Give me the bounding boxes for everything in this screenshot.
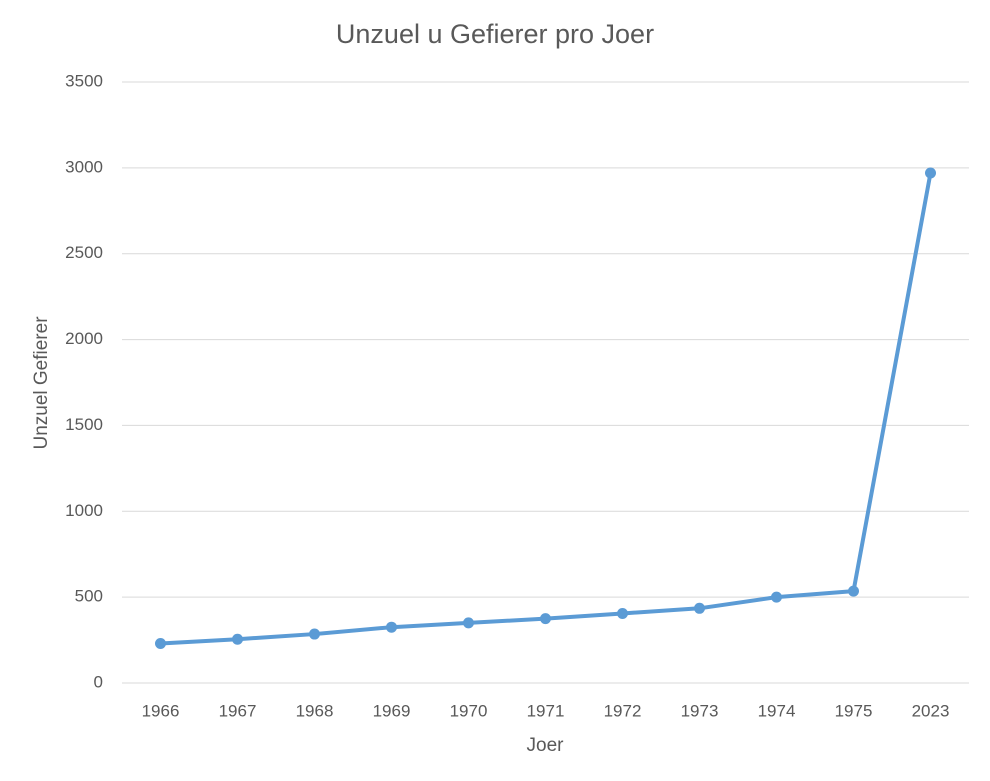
data-point bbox=[617, 607, 628, 619]
x-tick-label: 1971 bbox=[527, 701, 565, 720]
data-point bbox=[386, 621, 397, 633]
x-tick-label: 1969 bbox=[373, 701, 411, 720]
x-tick-label: 1973 bbox=[681, 701, 719, 720]
data-point bbox=[540, 613, 551, 625]
y-tick-label: 0 bbox=[94, 672, 103, 691]
y-tick-label: 1500 bbox=[65, 415, 103, 434]
y-tick-label: 1000 bbox=[65, 501, 103, 520]
data-line bbox=[158, 171, 933, 646]
data-point bbox=[694, 602, 705, 614]
data-point bbox=[848, 585, 859, 597]
x-tick-label: 1972 bbox=[604, 701, 642, 720]
x-tick-label: 1966 bbox=[142, 701, 180, 720]
y-tick-label: 2000 bbox=[65, 329, 103, 348]
y-tick-label: 3000 bbox=[65, 157, 103, 176]
data-point bbox=[232, 633, 243, 645]
data-point bbox=[463, 617, 474, 629]
x-tick-label: 1975 bbox=[835, 701, 873, 720]
data-point bbox=[771, 591, 782, 603]
x-tick-label: 1967 bbox=[219, 701, 257, 720]
x-axis-title: Joer bbox=[527, 735, 565, 756]
chart-title: Unzuel u Gefierer pro Joer bbox=[336, 19, 654, 49]
x-tick-label: 1968 bbox=[296, 701, 334, 720]
x-tick-label: 1974 bbox=[758, 701, 796, 720]
y-tick-label: 2500 bbox=[65, 243, 103, 262]
x-tick-label: 1970 bbox=[450, 701, 488, 720]
data-point bbox=[309, 628, 320, 640]
y-tick-label: 3500 bbox=[65, 71, 103, 90]
y-tick-label: 500 bbox=[75, 587, 103, 606]
data-point bbox=[155, 638, 166, 650]
x-tick-label: 2023 bbox=[912, 701, 950, 720]
y-axis-title: Unzuel Gefierer bbox=[31, 316, 52, 450]
data-point bbox=[925, 167, 936, 179]
